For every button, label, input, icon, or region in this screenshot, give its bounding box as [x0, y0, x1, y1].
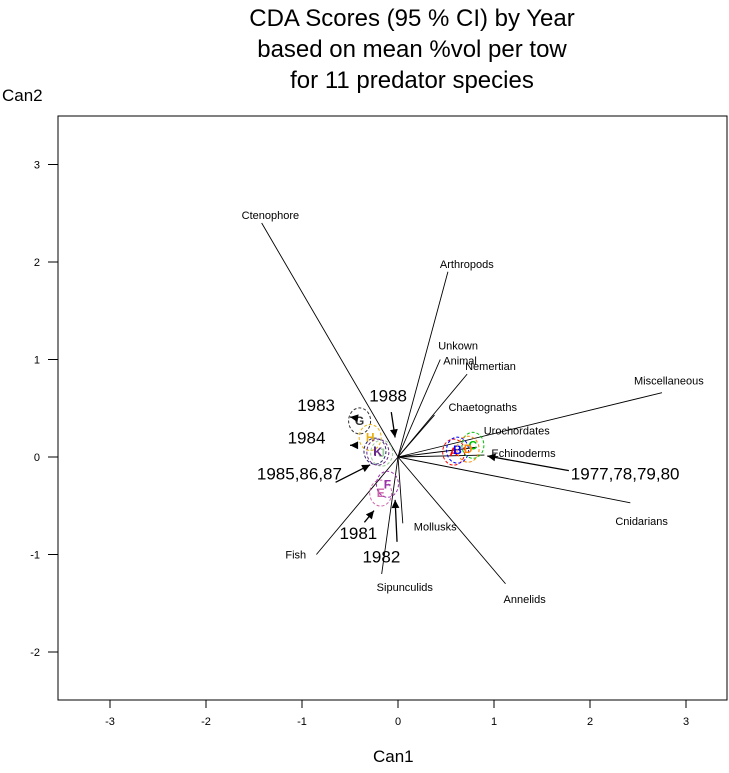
- group-letter-h: H: [366, 431, 375, 445]
- ellipse-group-k: [366, 438, 390, 466]
- ellipse-group-g: [348, 407, 372, 435]
- year-group-ellipses: AB CD EF GHI JK: [348, 407, 485, 507]
- group-letter-k: K: [374, 445, 383, 459]
- year-label-1985-86-87: 1985,86,87: [257, 464, 342, 483]
- x-tick-label: 3: [683, 716, 689, 728]
- vector-label-unkown-animal: Animal: [443, 356, 477, 368]
- vector-label-chaetognaths: Chaetognaths: [448, 402, 517, 414]
- vector-ctenophore: [261, 222, 399, 458]
- ellipse-group-e: [369, 479, 393, 507]
- year-label-1984: 1984: [288, 428, 326, 447]
- group-letter-c: C: [469, 438, 478, 452]
- vector-unkown-animal: [397, 359, 441, 458]
- vector-arthropods: [397, 271, 449, 458]
- vector-sipunculids: [381, 456, 399, 575]
- vector-label-miscellaneous: Miscellaneous: [634, 376, 704, 388]
- group-letter-a: A: [449, 445, 458, 459]
- vector-annelids: [397, 456, 506, 585]
- ellipse-group-d: [456, 435, 480, 463]
- vector-cnidarians: [397, 456, 631, 504]
- ellipse-group-f: [375, 470, 399, 498]
- year-label-1983: 1983: [297, 396, 335, 415]
- vector-fish: [316, 456, 399, 555]
- vector-label-sipunculids: Sipunculids: [377, 582, 434, 594]
- x-tick-label: 1: [491, 716, 497, 728]
- vector-label-nemertian: Nemertian: [465, 361, 516, 373]
- x-tick-label: -1: [297, 716, 307, 728]
- chart-title-line-2: based on mean %vol per tow: [257, 36, 567, 63]
- year-arrow-head: [391, 499, 400, 509]
- vector-chaetognaths: [397, 414, 435, 458]
- x-tick-label: -2: [201, 716, 211, 728]
- group-letter-d: D: [464, 442, 473, 456]
- group-letter-j: J: [378, 446, 385, 460]
- vector-echinoderms: [397, 454, 485, 458]
- group-letter-g: G: [355, 414, 364, 428]
- vector-label-ctenophore: Ctenophore: [242, 210, 300, 222]
- year-arrow-head: [361, 464, 371, 472]
- ellipse-group-b: [446, 436, 470, 464]
- vector-label-arthropods: Arthropods: [440, 259, 494, 271]
- year-label-1977-78-79-80: 1977,78,79,80: [571, 464, 680, 483]
- axis-ticks: -3 -2 -1 0 1 2 3 -2 -1 0 1 2 3: [30, 160, 689, 729]
- y-axis-title: Can2: [2, 86, 43, 105]
- vector-label-urochordates: Urochordates: [484, 425, 551, 437]
- x-tick-label: 0: [395, 716, 401, 728]
- chart-title-line-3: for 11 predator species: [290, 67, 534, 94]
- ellipse-group-i: [363, 437, 387, 465]
- plot-frame: [57, 115, 728, 701]
- year-label-1982: 1982: [362, 547, 400, 566]
- year-annotations: 1983 1984 1988 1985,86,87 1981 1982 1977,78,79…: [257, 386, 680, 566]
- year-label-1981: 1981: [339, 524, 377, 543]
- ellipse-group-a: [442, 438, 466, 466]
- year-arrow-head: [365, 510, 374, 520]
- y-tick-label: 1: [34, 355, 40, 367]
- year-arrow-head: [390, 428, 398, 438]
- vector-label-echinoderms: Echinoderms: [491, 448, 556, 460]
- vector-label-cnidarians: Cnidarians: [615, 516, 668, 528]
- year-arrow-head: [350, 414, 359, 423]
- year-label-1988: 1988: [369, 386, 407, 405]
- chart-title-line-1: CDA Scores (95 % CI) by Year: [249, 5, 574, 32]
- ellipse-group-h: [358, 424, 382, 451]
- group-letter-f: F: [384, 477, 391, 491]
- vector-label-annelids: Annelids: [504, 594, 547, 606]
- y-tick-label: -2: [30, 647, 40, 659]
- vector-miscellaneous: [397, 392, 663, 458]
- x-tick-label: -3: [105, 716, 115, 728]
- group-letter-e: E: [377, 486, 385, 500]
- vector-label-fish: Fish: [285, 550, 306, 562]
- x-tick-label: 2: [587, 716, 593, 728]
- vector-mollusks: [397, 456, 404, 524]
- species-vectors: Ctenophore Arthropods Unkown AnimalNemertia…: [242, 210, 705, 606]
- y-tick-label: 0: [34, 452, 40, 464]
- year-arrow-head: [350, 441, 359, 450]
- vector-label-unkown-animal: Unkown: [438, 341, 478, 353]
- year-arrow-line: [487, 455, 569, 472]
- vector-urochordates: [397, 446, 477, 458]
- ellipse-group-c: [461, 431, 485, 459]
- y-tick-label: 3: [34, 160, 40, 172]
- year-arrow-head: [487, 453, 496, 462]
- y-tick-label: 2: [34, 257, 40, 269]
- x-axis-title: Can1: [373, 747, 414, 766]
- y-tick-label: -1: [30, 550, 40, 562]
- vector-label-mollusks: Mollusks: [414, 521, 457, 533]
- group-letter-b: B: [453, 443, 462, 457]
- group-letter-i: I: [373, 444, 376, 458]
